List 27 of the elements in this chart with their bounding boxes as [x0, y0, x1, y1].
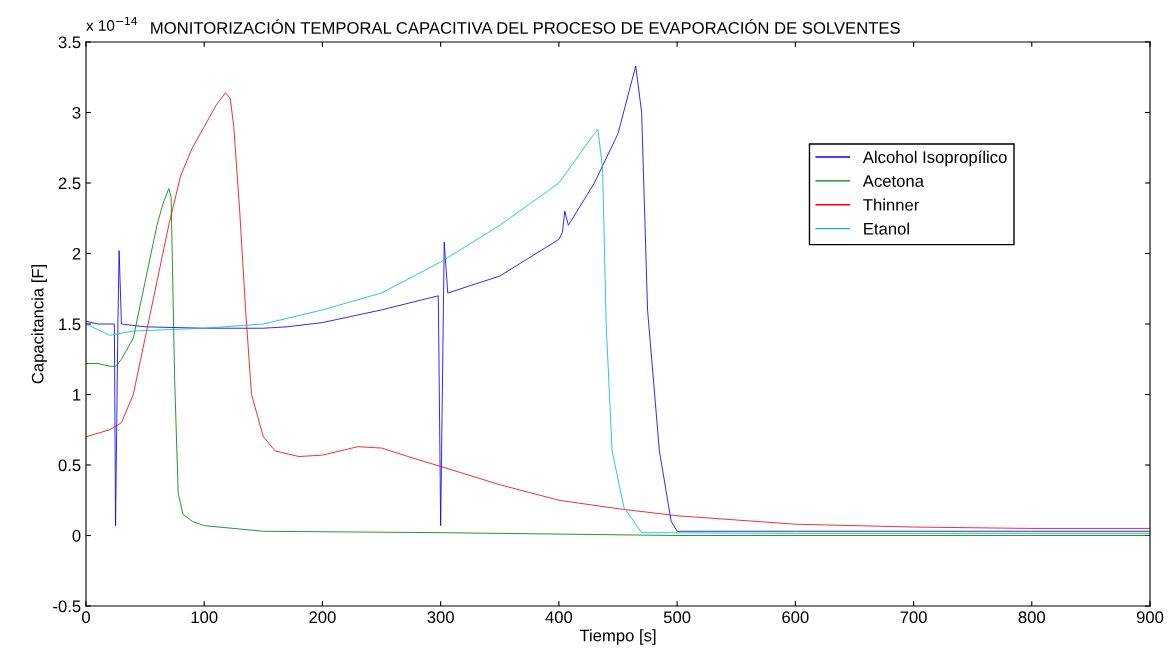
y-tick-label: -0.5 — [53, 600, 81, 613]
y-tick-label: 1.5 — [59, 318, 81, 331]
x-tick-label: 100 — [191, 611, 218, 624]
x-tick-label: 200 — [309, 611, 336, 624]
x-tick-label: 900 — [1136, 611, 1164, 624]
x-axis-title: Tiempo [s] — [579, 629, 656, 645]
legend-label: Etanol — [864, 222, 909, 235]
y-tick-label: 3 — [72, 106, 81, 119]
x-tick-label: 700 — [900, 611, 927, 624]
x-tick-label: 500 — [663, 611, 691, 624]
y-tick-label: 2.5 — [58, 177, 81, 190]
legend-label: Thinner — [863, 198, 920, 211]
x-tick-label: 600 — [782, 611, 809, 624]
chart-title: MONITORIZACIÓN TEMPORAL CAPACITIVA DEL PROCESO DE EVAPORACIÓN DE SOLVENTES — [151, 19, 900, 34]
legend-label: Acetona — [862, 175, 924, 187]
y-tick-label: 3.5 — [58, 36, 81, 49]
y-tick-label: 0.5 — [58, 459, 81, 472]
y-tick-label: 0 — [72, 529, 81, 542]
y-axis-title: Capacitancia [F] — [31, 264, 47, 384]
x-tick-label: 300 — [427, 611, 454, 624]
x-tick-label: 800 — [1018, 611, 1046, 624]
text: x 10$^{−14}$ — [86, 17, 137, 31]
y-tick-label: 1 — [73, 389, 81, 401]
x-tick-label: 400 — [545, 611, 573, 624]
legend-label: Alcohol Isopropílico — [862, 150, 1007, 167]
y-tick-label: 2 — [72, 247, 81, 260]
x-tick-label: 0 — [82, 611, 90, 624]
